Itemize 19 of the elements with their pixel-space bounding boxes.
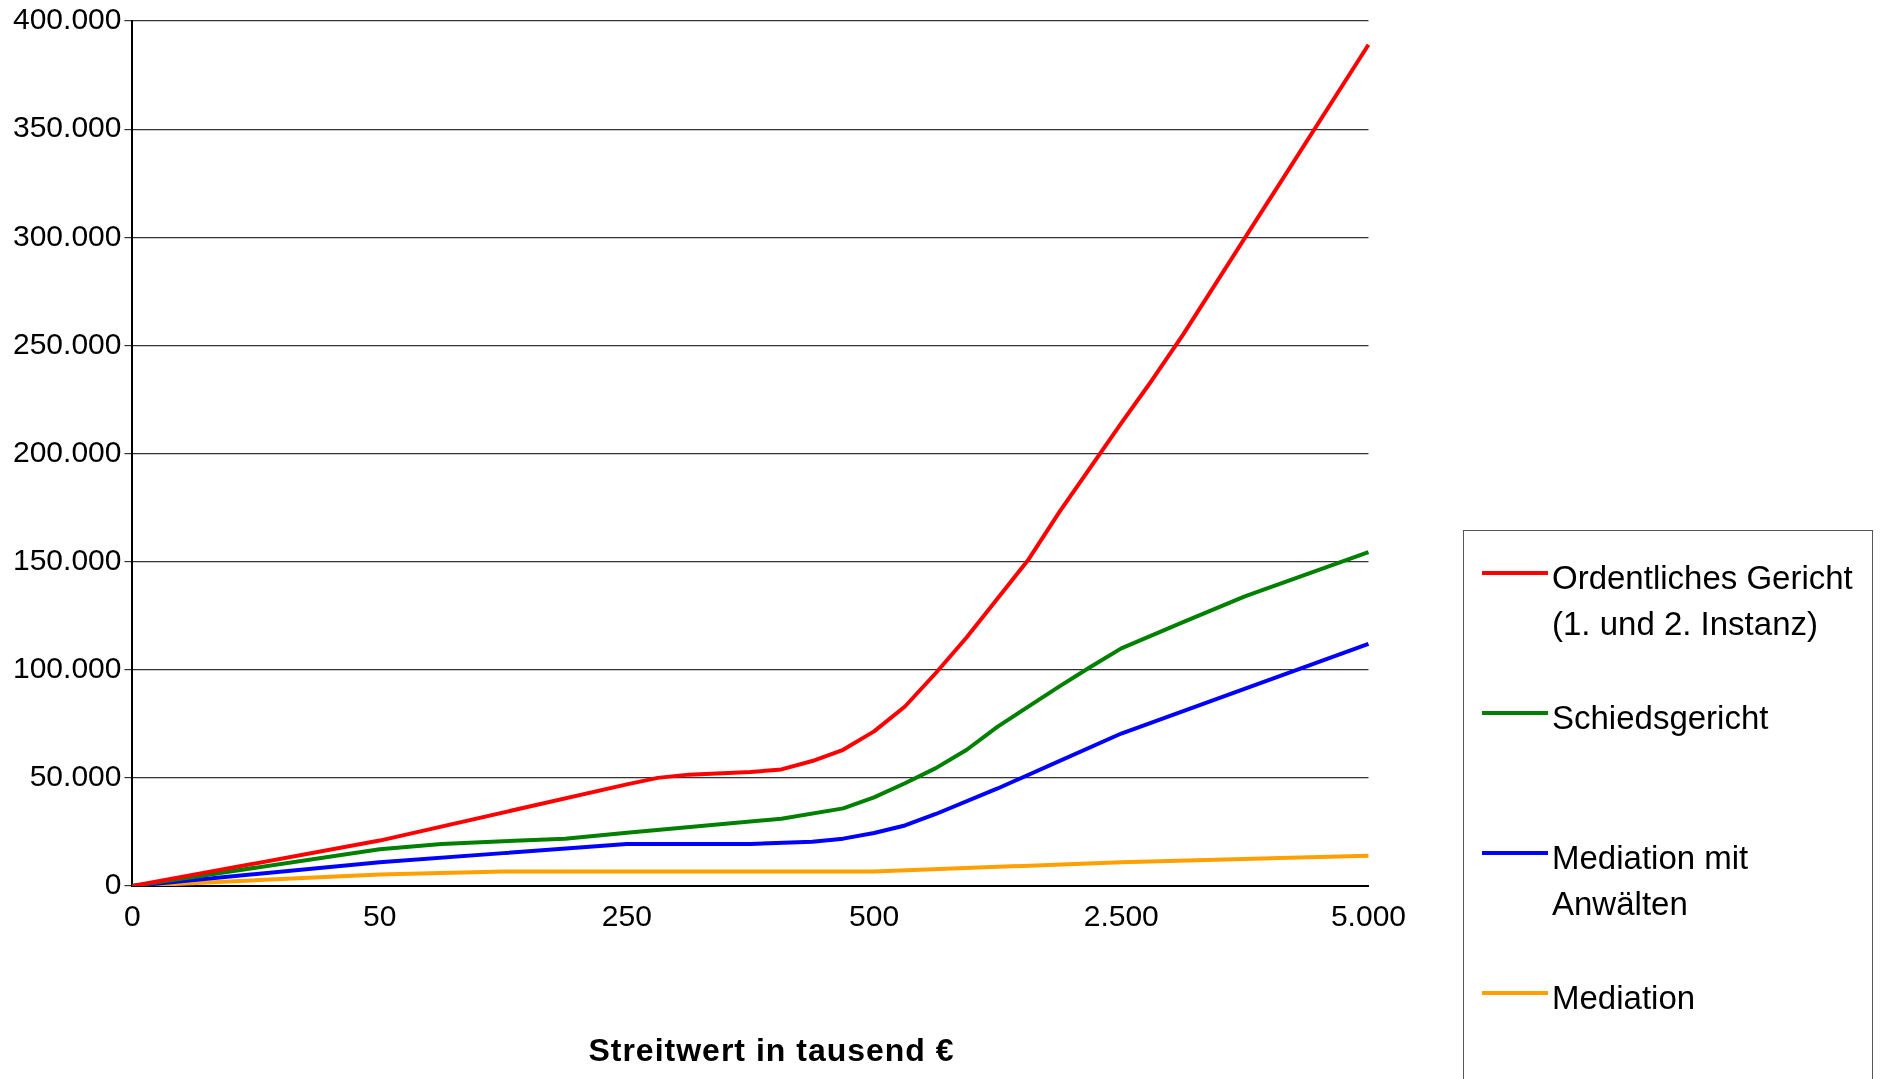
x-tick-label: 5.000: [1330, 899, 1406, 933]
y-tick-label: 100.000: [12, 651, 122, 685]
x-tick-label: 2.500: [1083, 899, 1159, 933]
y-tick-label: 350.000: [12, 110, 122, 144]
y-tick-label: 150.000: [12, 542, 122, 576]
y-tick-label: 300.000: [12, 218, 122, 252]
legend-label: Ordentliches Gericht (1. und 2. Instanz): [1552, 558, 1854, 644]
y-tick-label: 0: [104, 867, 122, 901]
x-tick-label: 500: [849, 899, 900, 933]
y-tick-label: 250.000: [12, 326, 122, 360]
y-tick-label: 50.000: [29, 759, 122, 793]
x-axis-title: Streitwert in tausend €: [587, 1032, 956, 1069]
legend-label: Schiedsgericht: [1552, 698, 1770, 738]
legend-label: Mediation mit Anwälten: [1552, 838, 1750, 924]
x-tick-label: 250: [601, 899, 652, 933]
y-tick-label: 200.000: [12, 434, 122, 468]
y-tick-label: 400.000: [12, 2, 122, 36]
x-tick-label: 50: [362, 899, 397, 933]
legend-label: Mediation: [1552, 978, 1697, 1018]
